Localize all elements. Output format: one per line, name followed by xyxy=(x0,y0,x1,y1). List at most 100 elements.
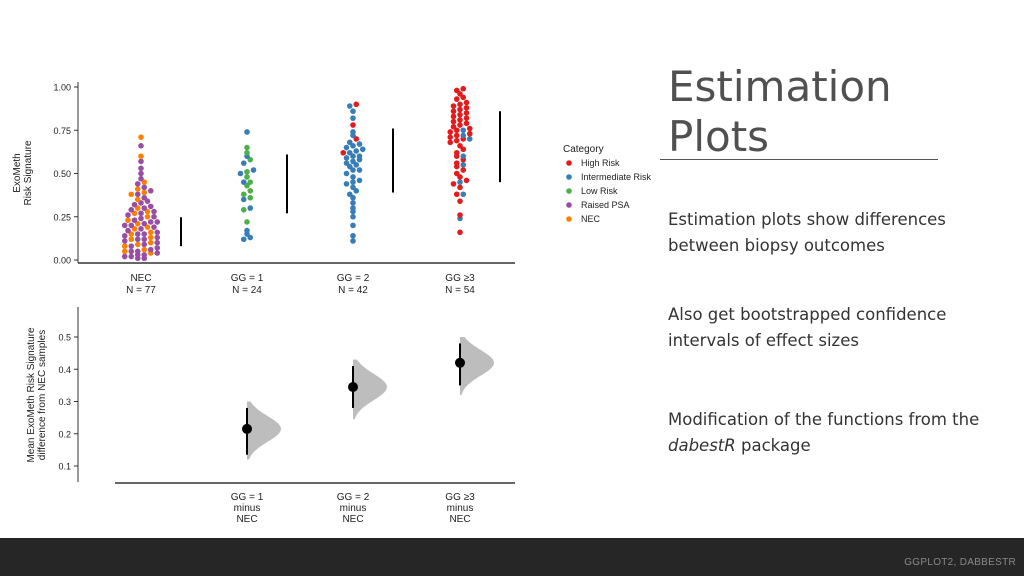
data-point xyxy=(244,144,250,151)
group-n-label: N = 42 xyxy=(338,285,368,296)
data-point xyxy=(250,167,257,173)
data-point xyxy=(138,165,144,172)
data-point xyxy=(141,189,148,196)
data-point xyxy=(450,113,457,120)
data-point xyxy=(457,198,463,204)
data-point xyxy=(350,108,356,115)
data-point xyxy=(460,162,467,168)
data-point xyxy=(346,103,353,109)
data-point xyxy=(138,143,144,149)
legend-marker xyxy=(566,202,572,208)
bootstrap-distribution xyxy=(460,337,494,396)
y-tick-label: 0.4 xyxy=(58,365,71,375)
data-point xyxy=(460,127,467,134)
y-tick-label: 0.25 xyxy=(53,212,71,222)
data-point xyxy=(343,155,350,161)
data-point xyxy=(350,222,356,229)
data-point xyxy=(340,149,347,156)
data-point xyxy=(460,167,467,173)
legend-entry: Intermediate Risk xyxy=(581,172,652,182)
data-point xyxy=(453,87,460,94)
data-point xyxy=(147,188,154,194)
group-n-label: N = 77 xyxy=(126,285,156,296)
effect-size-point xyxy=(348,381,358,392)
data-point xyxy=(147,234,154,241)
bullet-dabestr: Modification of the functions from the d… xyxy=(668,410,980,455)
data-point xyxy=(350,158,356,165)
footer-bar: GGPLOT2, DABBESTR xyxy=(0,538,1024,576)
data-point xyxy=(121,243,128,249)
data-point xyxy=(125,217,131,224)
data-point xyxy=(343,170,350,177)
data-point xyxy=(134,191,141,198)
data-point xyxy=(350,238,356,244)
data-point xyxy=(134,248,141,255)
data-point xyxy=(466,136,473,142)
data-point xyxy=(141,194,148,201)
data-point xyxy=(356,177,363,184)
data-point xyxy=(453,170,460,177)
data-point xyxy=(343,181,350,187)
data-point xyxy=(244,129,250,135)
estimation-chart: 0.00 0.25 0.50 0.75 1.00 ExoMethRisk Signatur… xyxy=(12,82,652,525)
data-point xyxy=(128,222,135,229)
data-point xyxy=(247,205,254,211)
y-tick-label: 0.5 xyxy=(58,333,71,343)
category-legend: Category High Risk Intermediate Risk Low Ri… xyxy=(563,144,652,224)
data-point xyxy=(154,219,161,225)
data-point xyxy=(244,149,250,156)
y-axis-label: Mean ExoMeth Risk Signaturedifference fr… xyxy=(26,327,48,463)
bootstrap-distribution xyxy=(247,401,281,460)
data-point xyxy=(141,246,148,253)
data-point xyxy=(240,179,247,185)
data-point xyxy=(346,149,353,156)
data-point xyxy=(244,219,250,225)
data-point xyxy=(350,232,356,239)
data-point xyxy=(350,213,356,220)
legend-entry: High Risk xyxy=(581,158,620,168)
data-point xyxy=(147,246,154,253)
data-point xyxy=(356,167,363,173)
data-point xyxy=(450,123,457,130)
data-point xyxy=(134,196,141,203)
data-point xyxy=(121,248,128,255)
data-point xyxy=(240,207,247,213)
data-point xyxy=(138,153,144,159)
data-point xyxy=(138,170,144,177)
data-point xyxy=(128,236,135,243)
data-point xyxy=(134,236,141,243)
data-point xyxy=(138,215,144,222)
swarm-plot-axes: 0.00 0.25 0.50 0.75 1.00 ExoMethRisk Signatur… xyxy=(12,82,515,296)
bootstrap-distribution xyxy=(353,359,387,420)
data-point xyxy=(450,181,457,187)
data-point xyxy=(343,144,350,151)
data-point xyxy=(244,168,250,175)
data-point xyxy=(141,252,148,258)
footer-label: GGPLOT2, DABBESTR xyxy=(904,557,1016,568)
group-n-label: N = 24 xyxy=(232,285,262,296)
data-point xyxy=(447,134,454,140)
data-point xyxy=(457,106,463,113)
data-point xyxy=(134,181,141,187)
group-label: GG = 1 xyxy=(231,273,264,284)
data-point xyxy=(453,132,460,139)
data-point xyxy=(350,205,356,211)
data-point xyxy=(141,231,148,237)
legend-marker xyxy=(566,216,572,222)
data-point xyxy=(121,253,128,260)
data-point xyxy=(350,122,356,128)
data-point xyxy=(128,243,135,249)
data-point xyxy=(247,194,254,201)
data-point xyxy=(247,179,254,185)
data-point xyxy=(466,125,473,132)
data-point xyxy=(154,234,161,241)
data-point xyxy=(154,229,161,236)
data-point xyxy=(240,196,247,203)
y-tick-label: 0.50 xyxy=(53,169,71,179)
data-point xyxy=(151,224,157,230)
data-point xyxy=(138,134,144,140)
data-point xyxy=(447,129,454,135)
comparison-label: GG = 1 minus NEC xyxy=(231,492,264,525)
y-tick-label: 1.00 xyxy=(53,83,71,93)
data-point xyxy=(121,232,128,239)
